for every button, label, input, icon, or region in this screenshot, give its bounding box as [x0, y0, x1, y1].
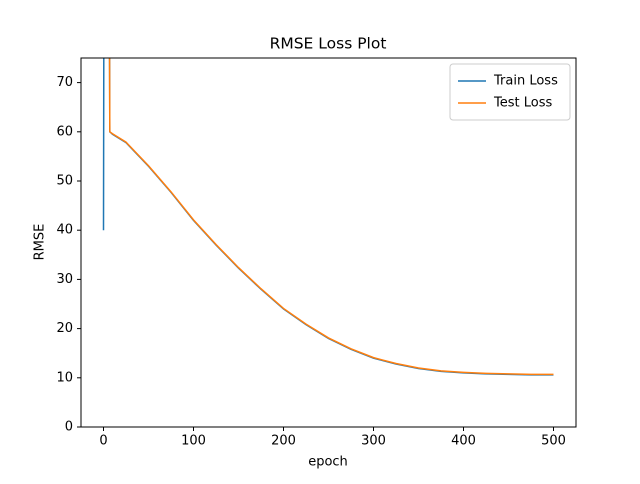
y-tick-label: 50 — [56, 174, 73, 189]
y-axis-label: RMSE — [33, 224, 48, 261]
y-tick-label: 10 — [56, 370, 73, 385]
legend-label: Test Loss — [493, 96, 552, 111]
x-tick-label: 500 — [541, 434, 566, 449]
y-tick-label: 60 — [56, 124, 73, 139]
legend-label: Train Loss — [493, 74, 558, 89]
x-tick-label: 400 — [451, 434, 476, 449]
line-series — [108, 58, 554, 376]
chart-title: RMSE Loss Plot — [270, 35, 387, 53]
x-tick-label: 200 — [271, 434, 296, 449]
y-tick-label: 0 — [65, 420, 73, 435]
y-tick-label: 70 — [56, 75, 73, 90]
y-tick-label: 40 — [56, 223, 73, 238]
x-tick-label: 300 — [361, 434, 386, 449]
x-tick-label: 100 — [181, 434, 206, 449]
axes-frame — [80, 57, 577, 428]
x-axis-label: epoch — [308, 455, 348, 470]
plot-area — [102, 58, 554, 376]
y-tick-label: 30 — [56, 272, 73, 287]
legend-box — [449, 63, 571, 121]
y-tick-label: 20 — [56, 321, 73, 336]
x-tick-label: 0 — [99, 434, 107, 449]
